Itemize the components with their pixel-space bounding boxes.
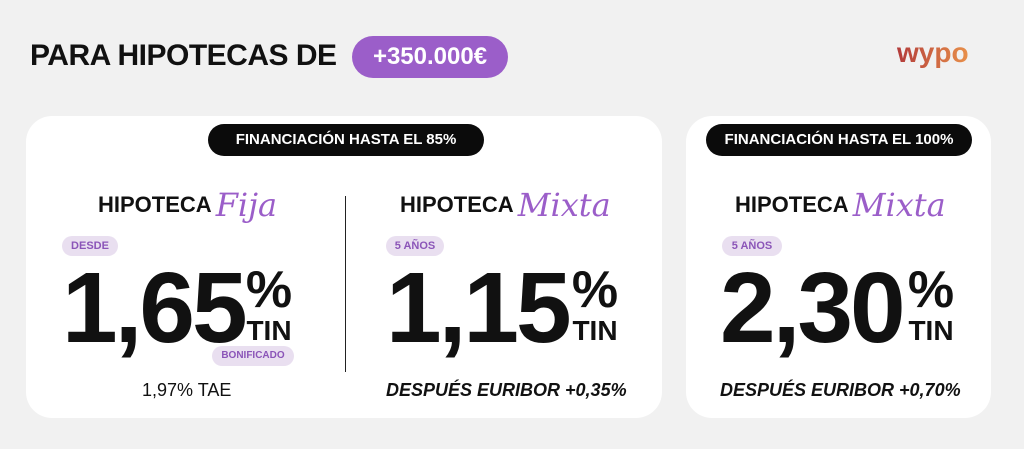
tin-label: TIN xyxy=(572,315,618,346)
euribor-text: DESPUÉS EURIBOR +0,70% xyxy=(720,380,961,400)
product-title-main: HIPOTECA xyxy=(735,192,849,217)
product-title-mixta-100: HIPOTECA Mixta xyxy=(735,186,946,224)
percent-sign: % xyxy=(571,261,619,319)
percent-sign: % xyxy=(907,261,955,319)
card-financing-100 xyxy=(686,116,991,418)
rate-fija: 1,65 xyxy=(62,252,248,364)
tae-text: 1,97% TAE xyxy=(142,380,232,400)
product-title-main: HIPOTECA xyxy=(98,192,212,217)
percent-sign: % xyxy=(245,261,293,319)
financing-100-label: FINANCIACIÓN HASTA EL 100% xyxy=(706,124,972,156)
tin-label: TIN xyxy=(908,315,954,346)
financing-85-label: FINANCIACIÓN HASTA EL 85% xyxy=(208,124,484,156)
logo-text: wypo xyxy=(897,38,969,68)
amount-badge: +350.000€ xyxy=(352,36,508,78)
product-title-fija: HIPOTECA Fija xyxy=(98,186,278,224)
desde-badge: DESDE xyxy=(62,236,118,256)
product-title-mixta: HIPOTECA Mixta xyxy=(400,186,611,224)
product-title-script: Mixta xyxy=(852,186,946,224)
page-title: PARA HIPOTECAS DE xyxy=(30,39,337,72)
euribor-text: DESPUÉS EURIBOR +0,35% xyxy=(386,380,627,400)
rate-mixta-100: 2,30 xyxy=(720,252,906,364)
rate-mixta: 1,15 xyxy=(386,252,572,364)
product-title-script: Mixta xyxy=(517,186,611,224)
tin-label: TIN xyxy=(246,315,292,346)
term-badge: 5 AÑOS xyxy=(386,236,444,256)
card-financing-85 xyxy=(26,116,662,418)
wypo-logo: wypo xyxy=(897,38,991,70)
bonificado-badge: BONIFICADO xyxy=(212,346,294,366)
card-divider xyxy=(345,196,346,372)
product-title-script: Fija xyxy=(215,186,278,224)
product-title-main: HIPOTECA xyxy=(400,192,514,217)
term-badge: 5 AÑOS xyxy=(722,236,782,256)
